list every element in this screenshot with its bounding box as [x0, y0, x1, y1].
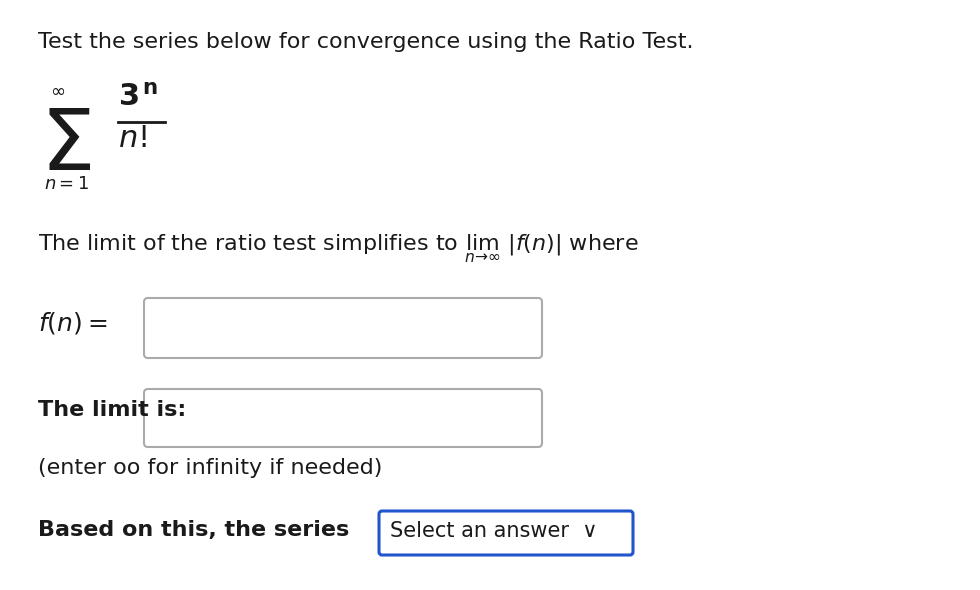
FancyBboxPatch shape [144, 298, 542, 358]
Text: $n{=}1$: $n{=}1$ [44, 175, 89, 193]
FancyBboxPatch shape [144, 389, 542, 447]
Text: $\mathbf{3^{\,n}}$: $\mathbf{3^{\,n}}$ [118, 83, 159, 112]
Text: Test the series below for convergence using the Ratio Test.: Test the series below for convergence us… [38, 32, 694, 52]
Text: (enter oo for infinity if needed): (enter oo for infinity if needed) [38, 458, 382, 478]
FancyBboxPatch shape [379, 511, 633, 555]
Text: The limit is:: The limit is: [38, 400, 186, 420]
Text: Select an answer  ∨: Select an answer ∨ [390, 521, 598, 541]
Text: The limit of the ratio test simplifies to $\lim_{n \to \infty}\ |f(n)|$ where: The limit of the ratio test simplifies t… [38, 232, 639, 264]
Text: $f(n) =$: $f(n) =$ [38, 310, 107, 336]
Text: Based on this, the series: Based on this, the series [38, 520, 349, 540]
Text: $\Sigma$: $\Sigma$ [40, 105, 91, 188]
Text: $\mathit{n!}$: $\mathit{n!}$ [118, 124, 147, 153]
Text: $\infty$: $\infty$ [50, 82, 65, 100]
